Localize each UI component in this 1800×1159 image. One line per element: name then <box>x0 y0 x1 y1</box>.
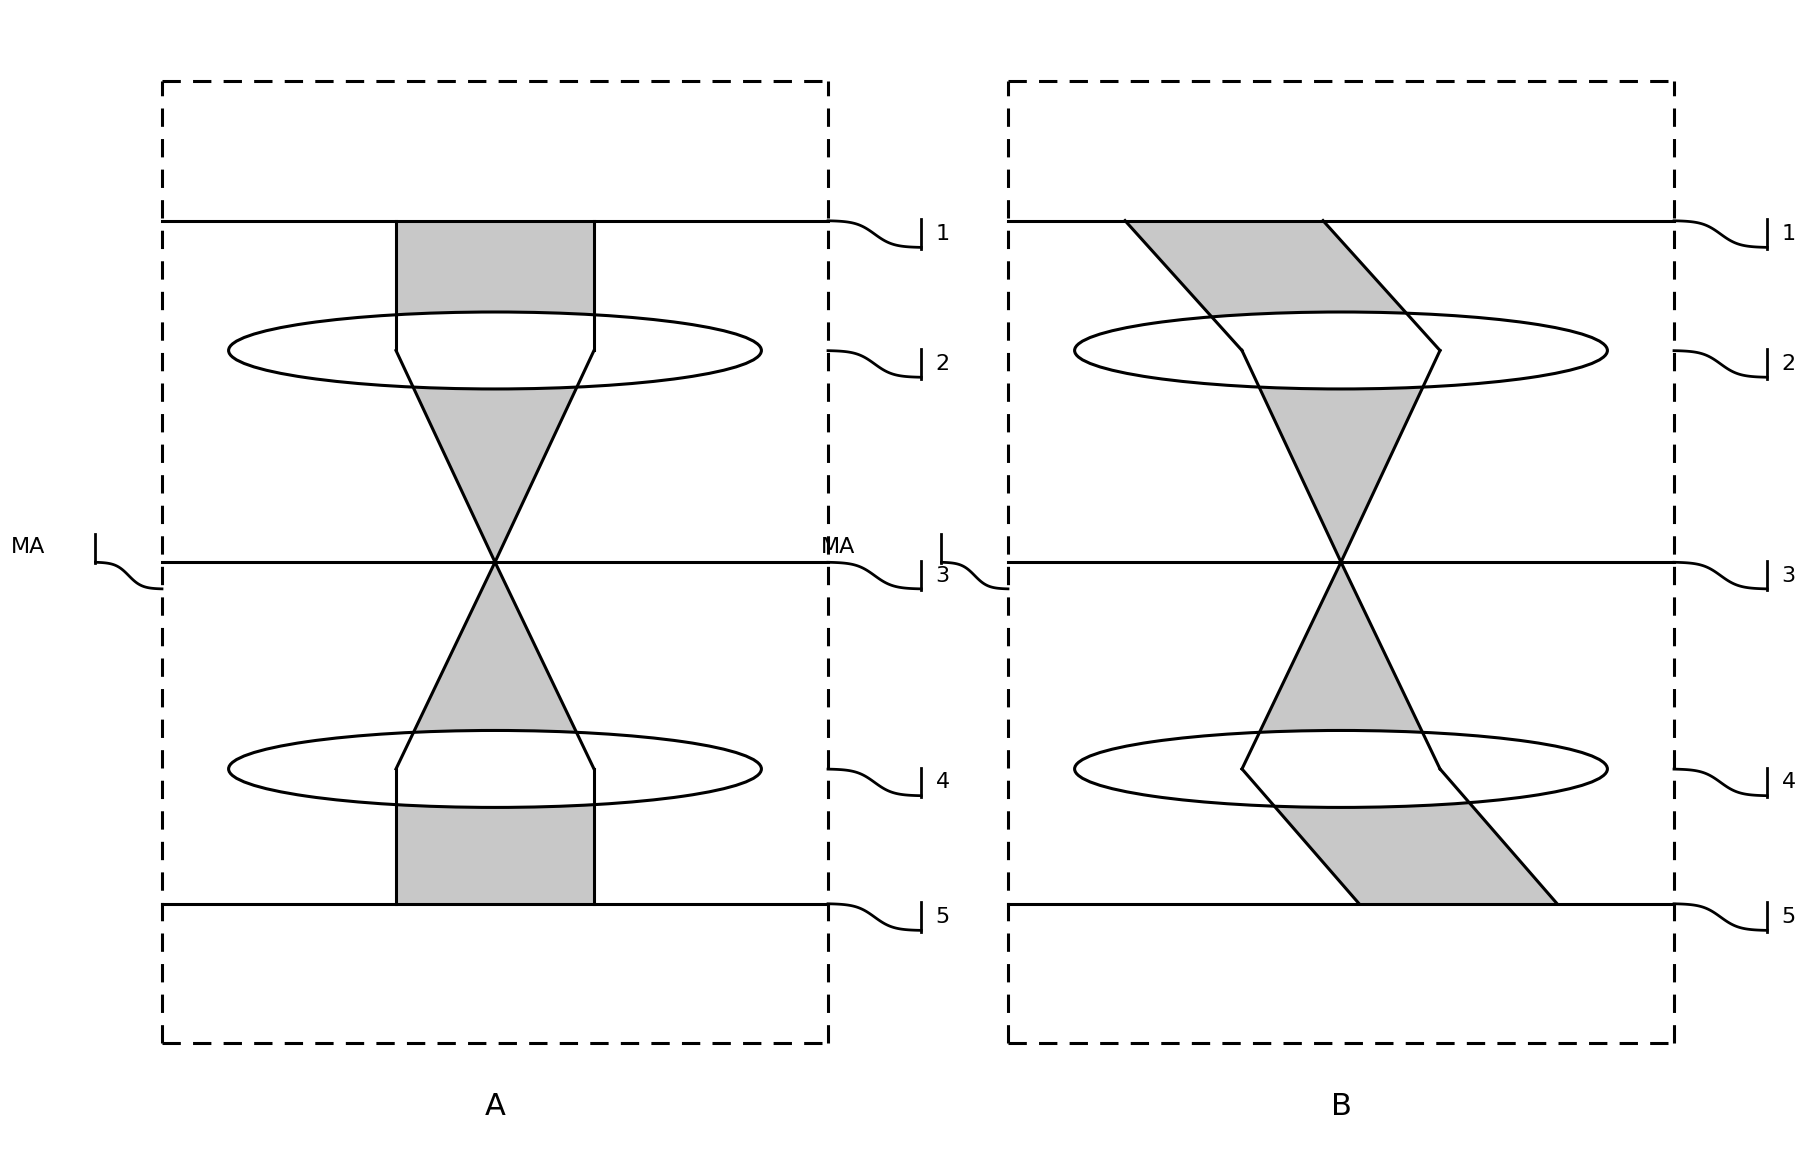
Polygon shape <box>396 562 594 768</box>
Text: MA: MA <box>821 537 855 556</box>
Text: 4: 4 <box>1782 772 1796 793</box>
Polygon shape <box>1125 220 1440 350</box>
Text: 5: 5 <box>936 907 950 927</box>
Text: 5: 5 <box>1782 907 1796 927</box>
Polygon shape <box>396 350 594 562</box>
Polygon shape <box>1242 768 1557 904</box>
Polygon shape <box>1242 350 1440 562</box>
Text: MA: MA <box>11 537 45 556</box>
Text: 1: 1 <box>1782 224 1796 245</box>
Polygon shape <box>1242 562 1440 768</box>
Text: B: B <box>1330 1092 1352 1122</box>
Bar <box>396 220 594 350</box>
Text: 3: 3 <box>1782 566 1796 585</box>
Text: 4: 4 <box>936 772 950 793</box>
Text: 3: 3 <box>936 566 950 585</box>
Text: 1: 1 <box>936 224 950 245</box>
Ellipse shape <box>229 312 761 389</box>
Ellipse shape <box>1075 312 1607 389</box>
Text: 2: 2 <box>936 353 950 374</box>
Ellipse shape <box>229 730 761 808</box>
Ellipse shape <box>1075 730 1607 808</box>
Text: 2: 2 <box>1782 353 1796 374</box>
Text: A: A <box>484 1092 506 1122</box>
Bar <box>396 768 594 904</box>
